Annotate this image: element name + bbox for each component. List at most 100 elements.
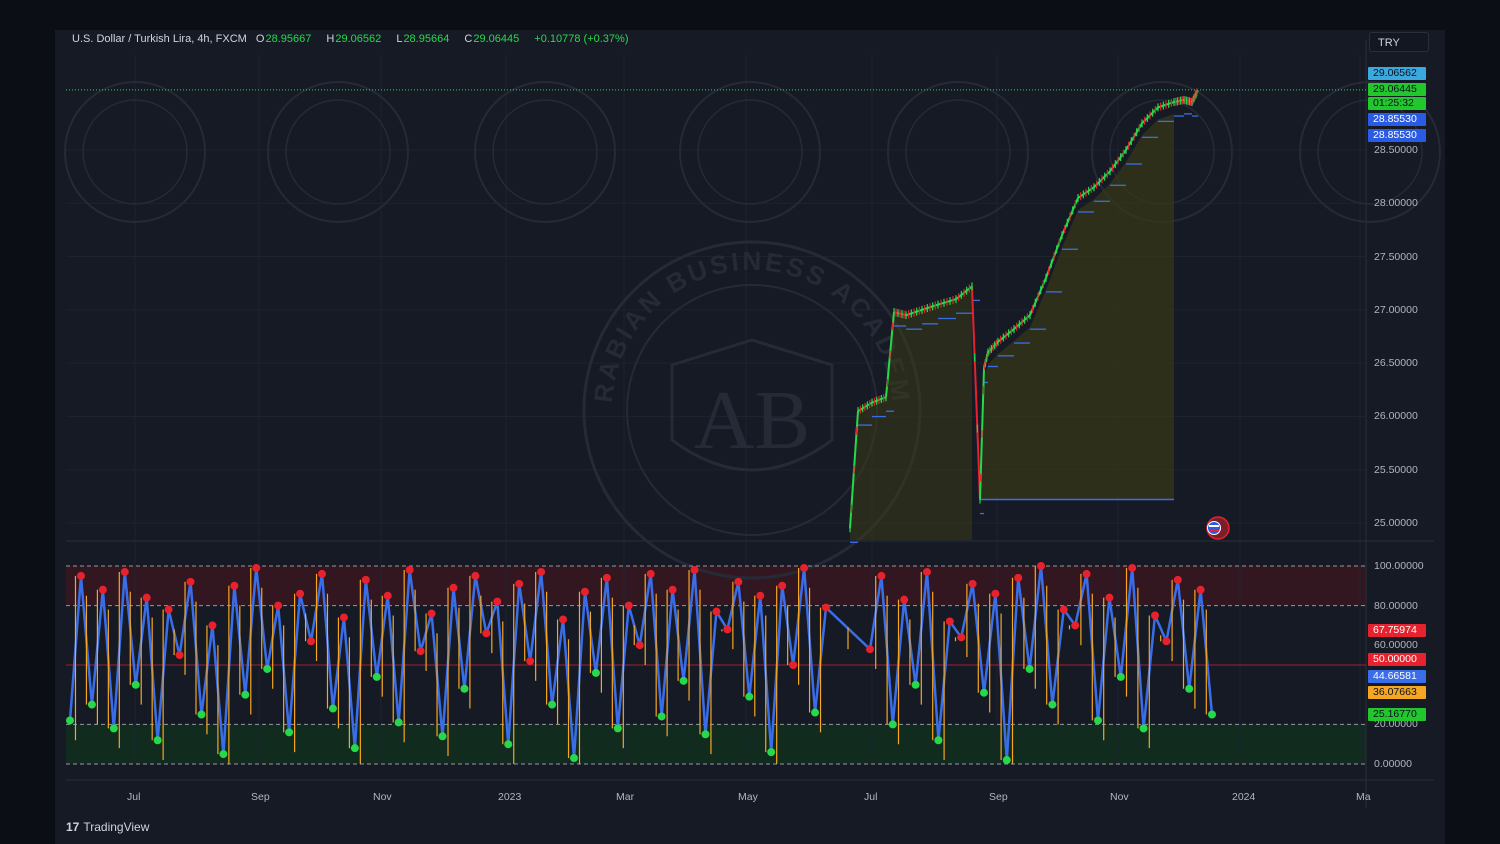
price-axis-label: 27.50000 — [1374, 250, 1418, 263]
oversold-dot — [109, 724, 118, 733]
change-value: +0.10778 (+0.37%) — [534, 33, 629, 45]
overbought-dot — [723, 625, 732, 634]
overbought-dot — [668, 585, 677, 594]
overbought-dot — [559, 615, 568, 624]
low-label: L — [396, 33, 403, 45]
watermark-text: ARABIAN BUSINESS ACADEMY — [0, 0, 916, 406]
brand-name: TradingView — [83, 820, 150, 834]
overbought-dot — [482, 629, 491, 638]
price-axis-label: 27.00000 — [1374, 303, 1418, 316]
overbought-dot — [515, 579, 524, 588]
oversold-dot — [504, 740, 513, 749]
overbought-dot — [1173, 575, 1182, 584]
open-label: O — [255, 33, 265, 45]
overbought-dot — [580, 587, 589, 596]
watermark-initials: AB — [694, 374, 811, 467]
oscillator-segment — [1153, 614, 1168, 642]
price-tag: 28.85530 — [1368, 129, 1426, 142]
watermark-ring — [492, 99, 598, 205]
overbought-dot — [307, 637, 316, 646]
overbought-dot — [526, 657, 535, 666]
overbought-dot — [1128, 563, 1137, 572]
overbought-dot — [230, 581, 239, 590]
time-axis-label: Jul — [864, 791, 878, 803]
oscillator-axis-label: 100.00000 — [1374, 560, 1424, 572]
price-axis-label: 26.00000 — [1374, 410, 1418, 423]
watermark-ring — [1299, 81, 1441, 223]
price-pane[interactable] — [66, 88, 1366, 543]
watermark: ABARABIAN BUSINESS ACADEMY — [0, 0, 1441, 580]
oscillator-axis-label: 0.00000 — [1374, 758, 1412, 770]
overbought-dot — [318, 569, 326, 578]
oversold-dot — [1185, 684, 1194, 693]
symbol-title: U.S. Dollar / Turkish Lira, 4h, FXCM — [72, 33, 247, 45]
overbought-dot — [339, 613, 348, 622]
price-axis-label: 28.00000 — [1374, 197, 1418, 210]
watermark-ring — [474, 81, 616, 223]
oscillator-tag: 67.75974 — [1368, 624, 1426, 637]
overbought-dot — [945, 617, 954, 626]
oversold-dot — [1208, 710, 1216, 719]
overbought-dot — [208, 621, 217, 630]
oversold-dot — [438, 732, 447, 741]
support-fill — [980, 114, 1174, 512]
overbought-dot — [789, 661, 798, 669]
overbought-dot — [822, 603, 830, 612]
overbought-dot — [1196, 585, 1205, 594]
overbought-dot — [1059, 605, 1068, 614]
oversold-dot — [219, 750, 228, 759]
price-tag: 01:25:32 — [1368, 97, 1426, 110]
tradingview-logo[interactable]: 17 TradingView — [66, 820, 149, 834]
oversold-dot — [197, 710, 206, 719]
overbought-dot — [712, 607, 721, 616]
overbought-dot — [957, 633, 966, 642]
oversold-dot — [570, 754, 578, 763]
price-axis-label: 26.50000 — [1374, 357, 1418, 370]
support-fill — [850, 286, 972, 540]
overbought-dot — [1014, 573, 1023, 582]
oversold-dot — [350, 744, 359, 753]
oscillator-tag: 25.16770 — [1368, 708, 1426, 721]
overbought-dot — [120, 567, 129, 576]
low-value: 28.95664 — [403, 33, 450, 45]
oversold-dot — [679, 676, 688, 685]
oversold-dot — [1094, 716, 1102, 725]
overbought-dot — [361, 575, 370, 584]
watermark-ring — [82, 99, 188, 205]
oversold-dot — [701, 730, 710, 739]
oscillator-axis-label: 60.00000 — [1374, 639, 1418, 652]
overbought-dot — [427, 609, 436, 618]
economic-event-icon[interactable] — [1206, 516, 1230, 540]
overbought-dot — [1082, 569, 1091, 578]
overbought-dot — [1162, 637, 1171, 646]
oscillator-pane[interactable] — [66, 562, 1366, 765]
overbought-dot — [405, 565, 414, 574]
overbought-dot — [991, 589, 1000, 598]
overbought-dot — [252, 563, 261, 572]
time-axis-label: Nov — [373, 791, 392, 803]
close-value: 29.06445 — [473, 33, 520, 45]
oversold-dot — [911, 680, 920, 689]
oversold-dot — [1139, 724, 1148, 733]
high-label: H — [326, 33, 335, 45]
oscillator-tag: 36.07663 — [1368, 686, 1426, 699]
overbought-dot — [175, 651, 184, 660]
oversold-dot — [811, 708, 820, 717]
overbought-dot — [537, 567, 546, 576]
overbought-dot — [1105, 593, 1114, 602]
oversold-dot — [548, 700, 557, 709]
currency-button[interactable]: TRY — [1369, 32, 1429, 52]
time-axis-label: Ma — [1356, 791, 1371, 803]
overbought-dot — [900, 595, 909, 604]
oversold-zone — [66, 724, 1366, 764]
overbought-dot — [449, 583, 458, 592]
oversold-dot — [241, 690, 250, 699]
overbought-dot — [1037, 562, 1045, 570]
symbol-legend: U.S. Dollar / Turkish Lira, 4h, FXCM O 28… — [72, 33, 634, 45]
time-axis-label: May — [738, 791, 758, 803]
watermark-ring — [267, 81, 409, 223]
overbought-dot — [778, 581, 787, 590]
overbought-dot — [296, 589, 305, 598]
overbought-dot — [142, 593, 151, 602]
